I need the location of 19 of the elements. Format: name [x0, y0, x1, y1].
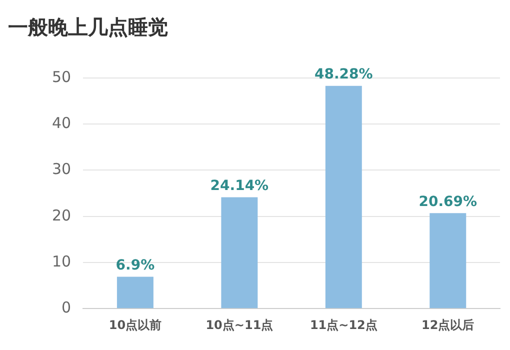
- x-tick-label: 10点~11点: [206, 318, 274, 332]
- bar: [325, 86, 362, 308]
- y-tick-label: 40: [52, 114, 72, 132]
- bar: [221, 197, 258, 308]
- x-tick-label: 12点以后: [422, 318, 474, 332]
- data-label: 6.9%: [116, 257, 155, 274]
- y-tick-label: 50: [52, 68, 72, 86]
- x-tick-label: 11点~12点: [310, 318, 378, 332]
- data-label: 48.28%: [314, 66, 373, 83]
- bar: [430, 213, 466, 308]
- y-tick-label: 0: [62, 298, 72, 316]
- y-tick-label: 20: [52, 206, 72, 224]
- chart-title: 一般晚上几点睡觉: [8, 14, 168, 41]
- y-tick-label: 10: [52, 252, 72, 270]
- y-tick-label: 30: [52, 160, 72, 178]
- bar: [116, 276, 154, 308]
- data-label: 24.14%: [210, 178, 269, 194]
- x-tick-label: 10点以前: [108, 318, 162, 332]
- data-label: 20.69%: [418, 194, 478, 210]
